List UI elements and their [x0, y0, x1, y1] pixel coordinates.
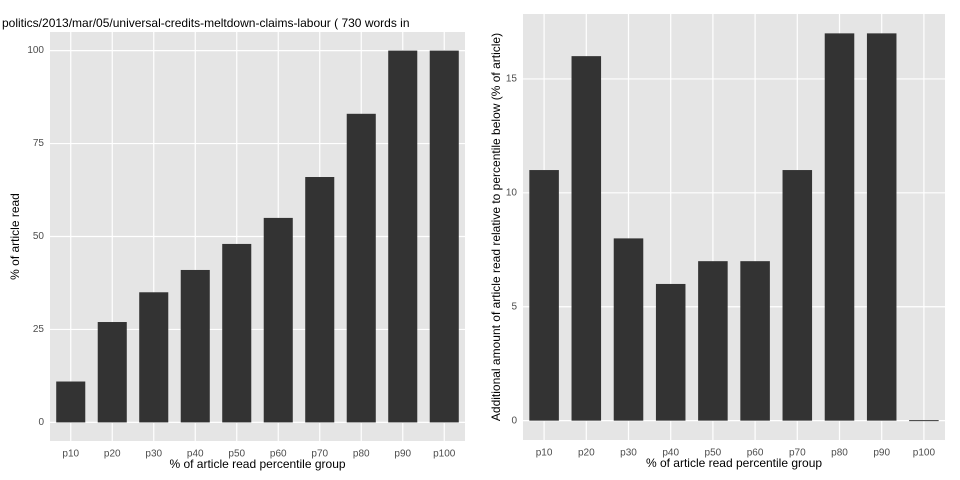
- y-tick-label: 0: [511, 415, 517, 426]
- x-tick-label: p40: [662, 448, 679, 459]
- y-tick-label: 25: [33, 324, 45, 335]
- bar: [909, 420, 939, 422]
- bar: [740, 261, 770, 421]
- x-tick-label: p40: [187, 449, 204, 460]
- x-tick-label: p10: [62, 449, 79, 460]
- bar: [571, 56, 602, 421]
- y-tick-label: 0: [38, 417, 44, 428]
- x-tick-label: p20: [578, 448, 595, 459]
- y-tick-label: 50: [33, 231, 45, 242]
- y-tick-label: 10: [506, 187, 518, 198]
- bar: [97, 322, 127, 423]
- x-tick-label: p100: [433, 449, 456, 460]
- x-tick-label: p70: [789, 448, 806, 459]
- x-tick-label: p100: [913, 448, 936, 459]
- bar: [263, 217, 293, 423]
- bar: [698, 261, 728, 421]
- bar: [782, 170, 813, 421]
- bar: [655, 283, 686, 421]
- bar: [139, 292, 169, 423]
- bar: [388, 50, 418, 423]
- y-tick-label: 15: [506, 74, 518, 85]
- chart-title: politics/2013/mar/05/universal-credits-m…: [2, 16, 410, 30]
- y-tick-label: 75: [33, 138, 45, 149]
- bar: [346, 113, 376, 423]
- x-tick-label: p30: [620, 448, 637, 459]
- bar: [180, 269, 210, 423]
- bar: [866, 33, 897, 421]
- x-tick-label: p10: [536, 448, 553, 459]
- bar: [305, 177, 335, 423]
- y-tick-label: 100: [27, 45, 44, 56]
- bar: [529, 170, 559, 421]
- x-tick-label: p80: [353, 449, 370, 460]
- x-tick-label: p30: [145, 449, 162, 460]
- bar: [222, 243, 252, 423]
- x-tick-label: p70: [311, 449, 328, 460]
- x-axis-label: % of article read percentile group: [646, 456, 822, 470]
- x-tick-label: p20: [104, 449, 121, 460]
- y-tick-label: 5: [511, 301, 517, 312]
- x-axis-label: % of article read percentile group: [169, 457, 345, 471]
- x-tick-label: p90: [873, 448, 890, 459]
- y-axis-label: Additional amount of article read relati…: [489, 33, 503, 421]
- x-tick-label: p60: [270, 449, 287, 460]
- x-tick-label: p60: [747, 448, 764, 459]
- y-axis-label: % of article read: [8, 193, 22, 280]
- bar: [56, 381, 86, 423]
- x-tick-label: p50: [705, 448, 722, 459]
- x-tick-label: p50: [228, 449, 245, 460]
- bar: [429, 50, 459, 423]
- x-tick-label: p80: [831, 448, 848, 459]
- bar: [613, 238, 644, 421]
- x-tick-label: p90: [394, 449, 411, 460]
- bar: [824, 33, 855, 421]
